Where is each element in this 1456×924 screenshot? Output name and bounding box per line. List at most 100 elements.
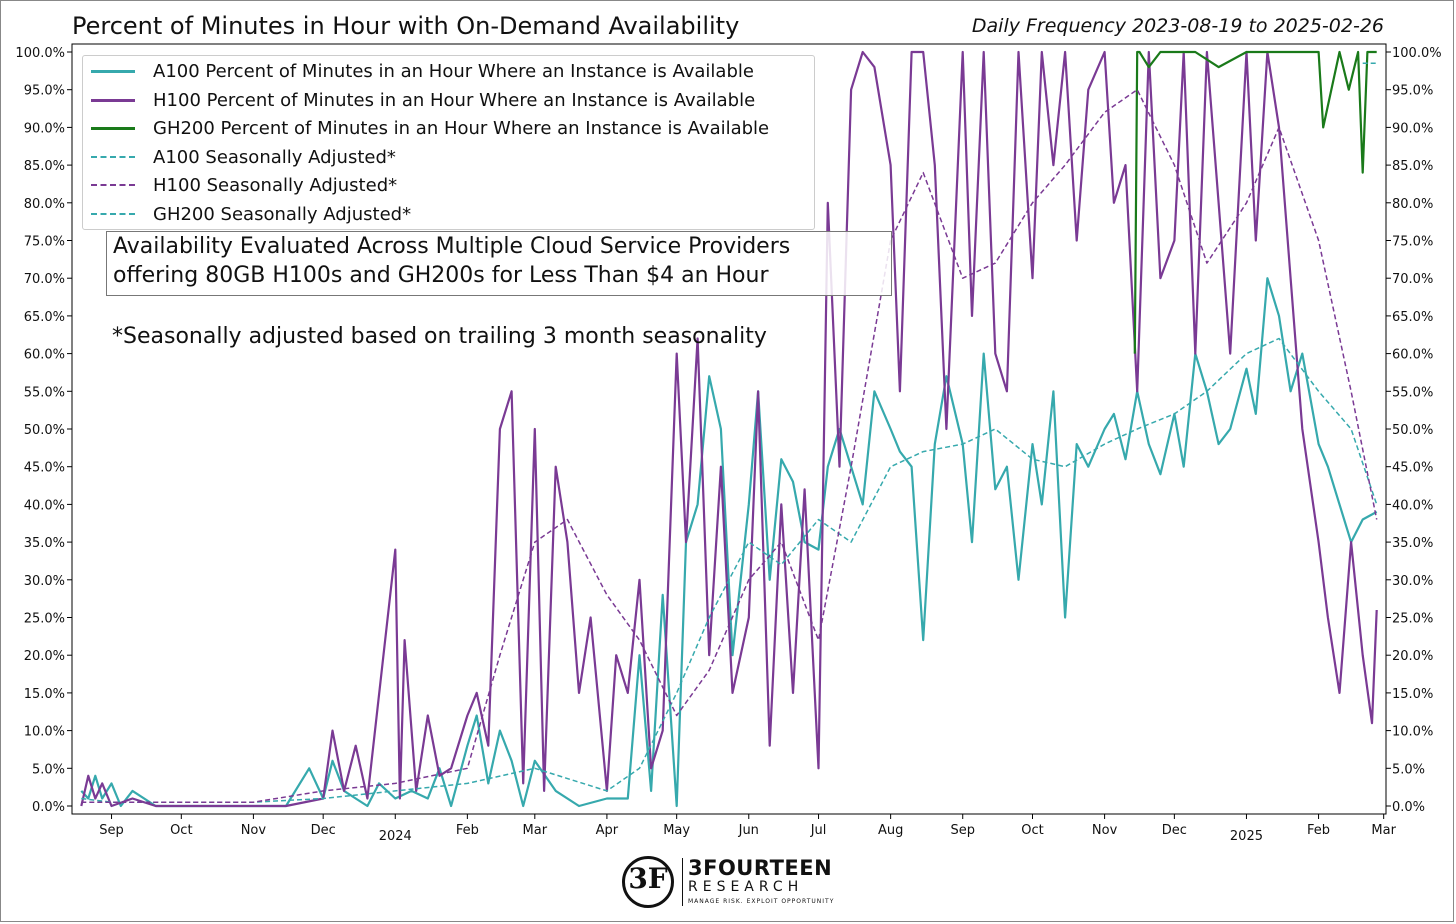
y-tick-label-right: 90.0% [1392,121,1433,136]
x-tick-label: May [663,823,690,838]
annotation-box: Availability Evaluated Across Multiple C… [106,231,892,296]
chart-title: Percent of Minutes in Hour with On-Deman… [72,12,740,40]
logo-mark-icon [622,856,674,908]
y-tick-label-left: 45.0% [24,461,65,476]
y-tick-label-right: 75.0% [1392,235,1433,250]
series-a100-line [80,277,1378,808]
y-tick-label-left: 75.0% [24,235,65,250]
legend-swatch-h100 [91,98,135,102]
x-tick-label: Sep [950,823,975,838]
annotation-line-2: offering 80GB H100s and GH200s for Less … [113,263,769,288]
legend-item-h100: H100 Percent of Minutes in an Hour Where… [91,87,755,113]
chart-subtitle: Daily Frequency 2023-08-19 to 2025-02-26 [971,15,1384,37]
x-tick-label: Mar [1371,823,1396,838]
x-tick-label: Feb [456,823,479,838]
y-tick-label-left: 80.0% [24,197,65,212]
y-tick-label-right: 65.0% [1392,310,1433,325]
y-tick-label-left: 85.0% [24,159,65,174]
y-tick-label-right: 25.0% [1392,612,1433,627]
legend-item-gh200: GH200 Percent of Minutes in an Hour Wher… [91,115,769,141]
y-tick-label-right: 55.0% [1392,385,1433,400]
series-h100-sa-line [81,88,1378,803]
y-tick-label-right: 35.0% [1392,536,1433,551]
legend-swatch-gh200 [91,126,135,130]
y-tick-label-right: 60.0% [1392,348,1433,363]
y-tick-label-left: 10.0% [24,725,65,740]
x-tick-label: Dec [311,823,336,838]
legend-item-gh200-sa: GH200 Seasonally Adjusted* [91,201,411,227]
y-tick-label-left: 5.0% [32,762,65,777]
y-tick-label-left: 90.0% [24,121,65,136]
x-tick-label: Feb [1307,823,1330,838]
y-tick-label-right: 70.0% [1392,272,1433,287]
legend-item-h100-sa: H100 Seasonally Adjusted* [91,172,397,198]
y-tick-label-left: 60.0% [24,348,65,363]
legend-label-gh200-sa: GH200 Seasonally Adjusted* [153,203,412,225]
series-gh200-line [1133,50,1377,354]
legend: A100 Percent of Minutes in an Hour Where… [82,55,815,230]
axes: 0.0% 0.0% 5.0% 5.0% 10.0% 10.0% 15.0% 15.0% 20.0… [15,43,1442,844]
legend-label-h100-sa: H100 Seasonally Adjusted* [153,174,398,196]
brand-logo: 3F 3FOURTEEN RESEARCH MANAGE RISK. EXPLO… [622,856,842,912]
y-tick-label-right: 95.0% [1392,84,1433,99]
x-tick-year-label: 2025 [1230,829,1263,844]
y-tick-label-left: 30.0% [24,574,65,589]
y-tick-label-left: 95.0% [24,84,65,99]
y-tick-label-right: 45.0% [1392,461,1433,476]
seasonality-note: *Seasonally adjusted based on trailing 3… [112,324,767,349]
logo-tagline: MANAGE RISK. EXPLOIT OPPORTUNITY [688,898,835,905]
y-tick-label-left: 70.0% [24,272,65,287]
legend-swatch-h100-sa [91,184,135,186]
legend-label-a100-sa: A100 Seasonally Adjusted* [153,146,396,168]
legend-label-a100: A100 Percent of Minutes in an Hour Where… [153,60,754,82]
x-tick-label: Nov [241,823,267,838]
series-lines [80,50,1378,808]
y-tick-label-left: 25.0% [24,612,65,627]
y-tick-label-left: 100.0% [15,46,65,61]
y-tick-label-right: 15.0% [1392,687,1433,702]
y-tick-label-right: 10.0% [1392,725,1433,740]
y-tick-label-left: 15.0% [24,687,65,702]
y-tick-label-left: 65.0% [24,310,65,325]
y-tick-label-left: 0.0% [32,800,65,815]
x-tick-label: Jul [810,823,827,838]
legend-item-a100-sa: A100 Seasonally Adjusted* [91,144,396,170]
logo-glyph: 3F [628,862,668,895]
y-tick-label-right: 50.0% [1392,423,1433,438]
legend-label-h100: H100 Percent of Minutes in an Hour Where… [153,89,756,111]
y-tick-label-left: 35.0% [24,536,65,551]
y-tick-label-right: 100.0% [1392,46,1442,61]
x-tick-label: Oct [170,823,192,838]
x-tick-label: Mar [523,823,548,838]
x-tick-year-label: 2024 [379,829,412,844]
x-tick-label: Jun [738,823,759,838]
y-tick-label-right: 80.0% [1392,197,1433,212]
x-tick-label: Sep [99,823,124,838]
x-tick-label: Nov [1092,823,1118,838]
y-tick-label-left: 50.0% [24,423,65,438]
x-tick-label: Dec [1162,823,1187,838]
legend-swatch-a100-sa [91,156,135,158]
y-tick-label-left: 20.0% [24,649,65,664]
series-h100-line [80,50,1378,808]
y-tick-label-left: 55.0% [24,385,65,400]
legend-label-gh200: GH200 Percent of Minutes in an Hour Wher… [153,117,770,139]
legend-swatch-a100 [91,69,135,73]
logo-sub: RESEARCH [688,879,804,895]
x-tick-label: Apr [596,823,619,838]
y-tick-label-right: 0.0% [1392,800,1425,815]
legend-item-a100: A100 Percent of Minutes in an Hour Where… [91,58,754,84]
legend-swatch-gh200-sa [91,213,135,215]
annotation-line-1: Availability Evaluated Across Multiple C… [113,234,791,259]
y-tick-label-right: 5.0% [1392,762,1425,777]
y-tick-label-right: 40.0% [1392,498,1433,513]
y-tick-label-right: 85.0% [1392,159,1433,174]
y-tick-label-left: 40.0% [24,498,65,513]
logo-divider [682,858,683,906]
y-tick-label-right: 20.0% [1392,649,1433,664]
x-tick-label: Aug [878,823,903,838]
y-tick-label-right: 30.0% [1392,574,1433,589]
logo-name: 3FOURTEEN [688,856,833,880]
x-tick-label: Oct [1021,823,1043,838]
